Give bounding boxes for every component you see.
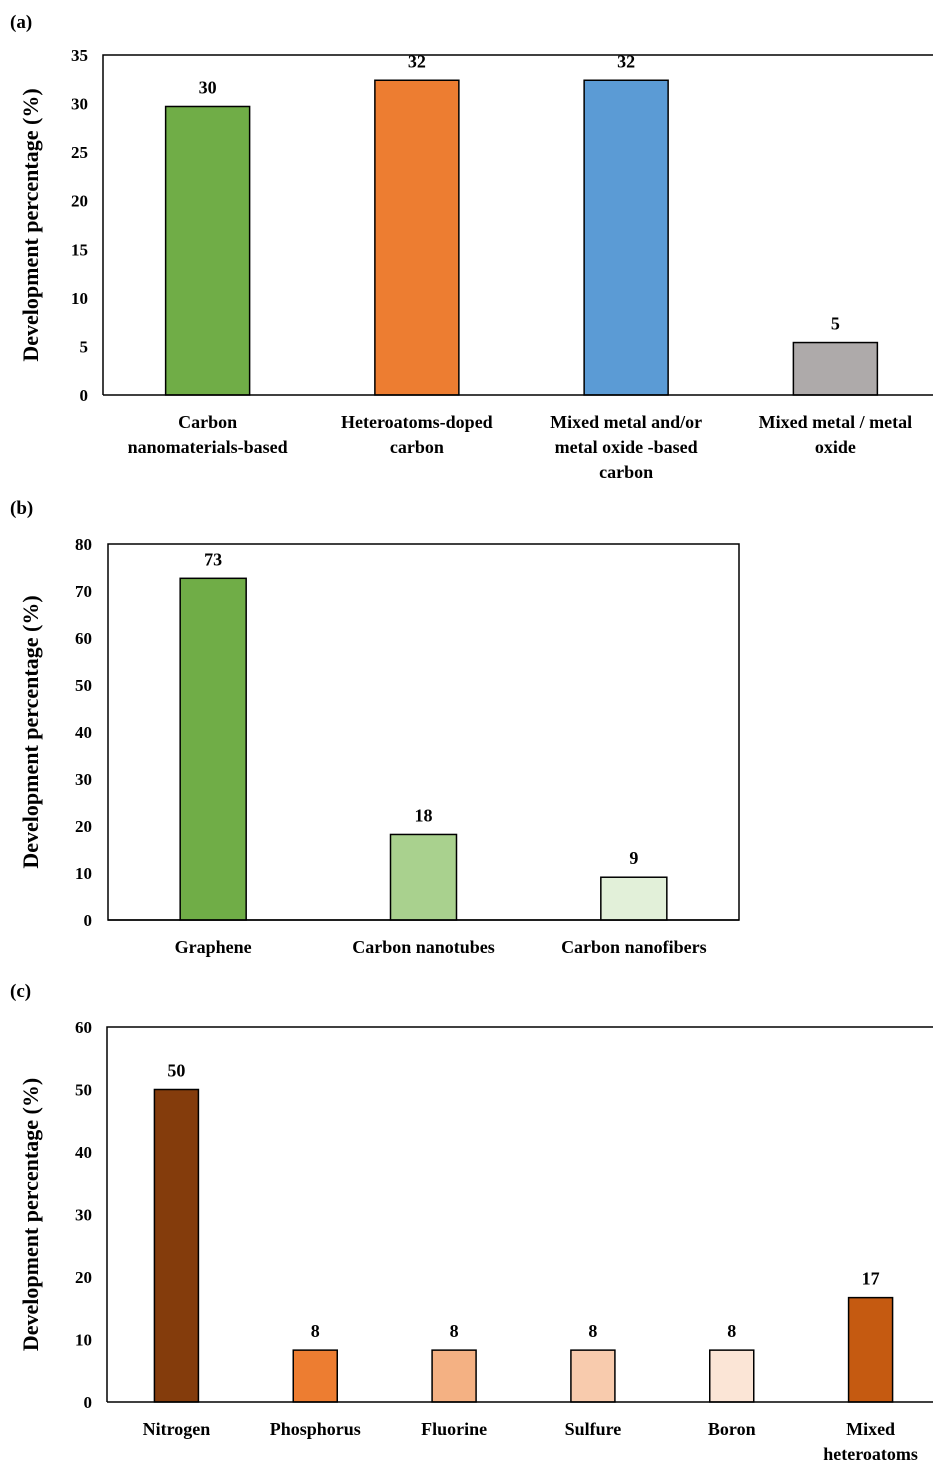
y-tick-label: 10	[71, 289, 88, 308]
data-label: 5	[831, 314, 840, 334]
y-tick-label: 60	[75, 1018, 92, 1037]
bar	[179, 577, 247, 921]
bar	[792, 341, 879, 396]
y-tick-label: 40	[75, 723, 92, 742]
y-tick-label: 15	[71, 240, 88, 259]
category-label: carbon	[390, 437, 444, 457]
y-axis-title: Development percentage (%)	[18, 595, 43, 868]
category-label: Heteroatoms-doped	[341, 412, 493, 432]
y-tick-label: 80	[75, 535, 92, 554]
bar	[570, 1349, 616, 1403]
category-label: Carbon	[178, 412, 237, 432]
category-label: Sulfure	[565, 1419, 622, 1439]
y-tick-label: 20	[75, 817, 92, 836]
bar	[709, 1349, 755, 1403]
data-label: 30	[199, 77, 217, 97]
data-label: 9	[629, 848, 638, 868]
y-tick-label: 0	[84, 1393, 93, 1412]
y-tick-label: 35	[71, 46, 88, 65]
y-tick-label: 30	[75, 1206, 92, 1225]
y-tick-label: 30	[75, 770, 92, 789]
chart-panel: (b) Development percentage (%) 0 10 20 30 40 50…	[10, 498, 740, 957]
data-label: 8	[450, 1321, 459, 1341]
bar	[389, 833, 458, 921]
y-tick-label: 0	[80, 386, 89, 405]
y-axis-title: Development percentage (%)	[18, 1078, 43, 1351]
data-label: 32	[617, 51, 635, 71]
bar	[164, 105, 251, 396]
data-label: 8	[311, 1321, 320, 1341]
y-tick-label: 70	[75, 582, 92, 601]
bar	[153, 1088, 200, 1403]
category-label: Fluorine	[421, 1419, 487, 1439]
y-tick-label: 30	[71, 95, 88, 114]
y-tick-label: 50	[75, 676, 92, 695]
bar	[583, 79, 669, 396]
category-label: Carbon nanofibers	[561, 937, 707, 957]
plot-frame	[106, 1026, 933, 1402]
y-tick-label: 0	[84, 911, 93, 930]
category-label: metal oxide -based	[555, 437, 698, 457]
category-label: Nitrogen	[143, 1419, 211, 1439]
data-label: 73	[204, 549, 222, 569]
y-axis-title: Development percentage (%)	[18, 88, 43, 361]
category-label: Mixed	[846, 1419, 895, 1439]
bar	[431, 1349, 477, 1403]
category-label: oxide	[815, 437, 856, 457]
panel-label: (a)	[10, 12, 32, 33]
bar	[600, 876, 668, 921]
bar	[292, 1349, 338, 1403]
chart-panel: (a) Development percentage (%) 0 5 10 15 20 25 3…	[10, 12, 933, 482]
data-label: 50	[167, 1061, 185, 1081]
category-label: Graphene	[175, 937, 252, 957]
category-label: heteroatoms	[823, 1444, 918, 1464]
category-label: nanomaterials-based	[128, 437, 288, 457]
bar	[374, 79, 460, 396]
data-label: 32	[408, 51, 426, 71]
data-label: 8	[588, 1321, 597, 1341]
category-label: Boron	[708, 1419, 756, 1439]
y-tick-label: 20	[75, 1268, 92, 1287]
y-tick-label: 60	[75, 629, 92, 648]
data-label: 17	[862, 1269, 880, 1289]
category-label: Phosphorus	[270, 1419, 361, 1439]
y-tick-label: 50	[75, 1081, 92, 1100]
y-tick-label: 5	[80, 337, 89, 356]
category-label: Mixed metal / metal	[759, 412, 912, 432]
chart-panel: (c) Development percentage (%) 0 10 20 30 40 50…	[10, 981, 933, 1464]
bar	[847, 1296, 894, 1403]
data-label: 8	[727, 1321, 736, 1341]
category-label: Carbon nanotubes	[352, 937, 495, 957]
plot-frame	[102, 54, 933, 395]
y-tick-label: 20	[71, 192, 88, 211]
data-label: 18	[415, 805, 433, 825]
panel-label: (b)	[10, 498, 33, 519]
y-tick-label: 10	[75, 1331, 92, 1350]
y-tick-label: 10	[75, 864, 92, 883]
y-tick-label: 25	[71, 143, 88, 162]
y-tick-label: 40	[75, 1143, 92, 1162]
panel-label: (c)	[10, 981, 31, 1002]
category-label: Mixed metal and/or	[550, 412, 702, 432]
category-label: carbon	[599, 462, 653, 482]
